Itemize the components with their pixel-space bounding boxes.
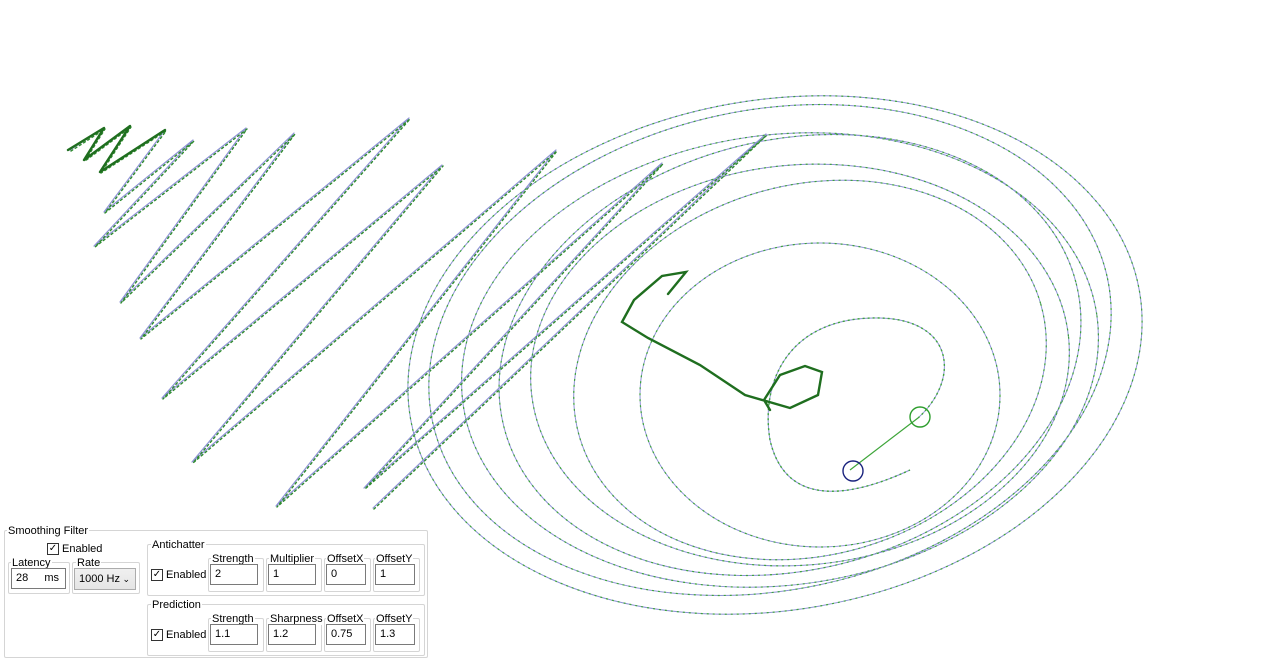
pr-offsetx-input[interactable]: 0.75: [326, 624, 366, 645]
pr-strength-input[interactable]: 1.1: [210, 624, 258, 645]
ac-strength-input[interactable]: 2: [210, 564, 258, 585]
antichatter-group: [147, 544, 425, 596]
prediction-group: [147, 604, 425, 656]
rate-group: [72, 562, 140, 594]
antichatter-enabled-checkbox[interactable]: ✓: [151, 569, 163, 581]
squiggle-trace: [620, 270, 824, 412]
smoothing-filter-group: [4, 530, 428, 658]
chevron-down-icon: ⌄: [122, 574, 130, 584]
prediction-enabled-checkbox[interactable]: ✓: [151, 629, 163, 641]
pr-sharpness-label: Sharpness: [269, 613, 324, 625]
prediction-enabled-label: Enabled: [166, 629, 207, 641]
antichatter-enabled-label: Enabled: [166, 569, 207, 581]
prediction-title: Prediction: [151, 599, 202, 611]
smoothing-enabled-label: Enabled: [62, 543, 103, 555]
pr-offsety-label: OffsetY: [375, 613, 414, 625]
ac-multiplier-input[interactable]: 1: [268, 564, 316, 585]
ac-strength-label: Strength: [211, 553, 255, 565]
latency-label: Latency: [11, 557, 52, 569]
pr-offsetx-label: OffsetX: [326, 613, 365, 625]
ac-offsetx-input[interactable]: 0: [326, 564, 366, 585]
pr-offsety-input[interactable]: 1.3: [375, 624, 415, 645]
settings-panel: Smoothing Filter ✓ Enabled Latency 28 ms…: [4, 522, 428, 658]
ac-offsety-input[interactable]: 1: [375, 564, 415, 585]
latency-unit: ms: [44, 572, 59, 584]
smoothing-enabled-checkbox[interactable]: ✓: [47, 543, 59, 555]
zigzag-trace: [66, 117, 768, 510]
ac-offsetx-label: OffsetX: [326, 553, 365, 565]
check-icon: ✓: [152, 629, 162, 640]
antichatter-title: Antichatter: [151, 539, 206, 551]
pr-strength-label: Strength: [211, 613, 255, 625]
ac-multiplier-label: Multiplier: [269, 553, 316, 565]
raw-cursor-icon: [842, 460, 864, 482]
smoothed-cursor-icon: [909, 406, 931, 428]
loop-trace: [407, 95, 1143, 615]
check-icon: ✓: [152, 569, 162, 580]
rate-label: Rate: [76, 557, 102, 569]
latency-value: 28: [16, 572, 29, 584]
ac-offsety-label: OffsetY: [375, 553, 414, 565]
pr-sharpness-input[interactable]: 1.2: [268, 624, 316, 645]
latency-input[interactable]: 28 ms: [11, 568, 66, 589]
rate-value: 1000 Hz: [79, 573, 120, 585]
check-icon: ✓: [48, 543, 58, 554]
smoothing-filter-title: Smoothing Filter: [7, 525, 90, 537]
rate-select[interactable]: 1000 Hz ⌄: [74, 568, 136, 590]
